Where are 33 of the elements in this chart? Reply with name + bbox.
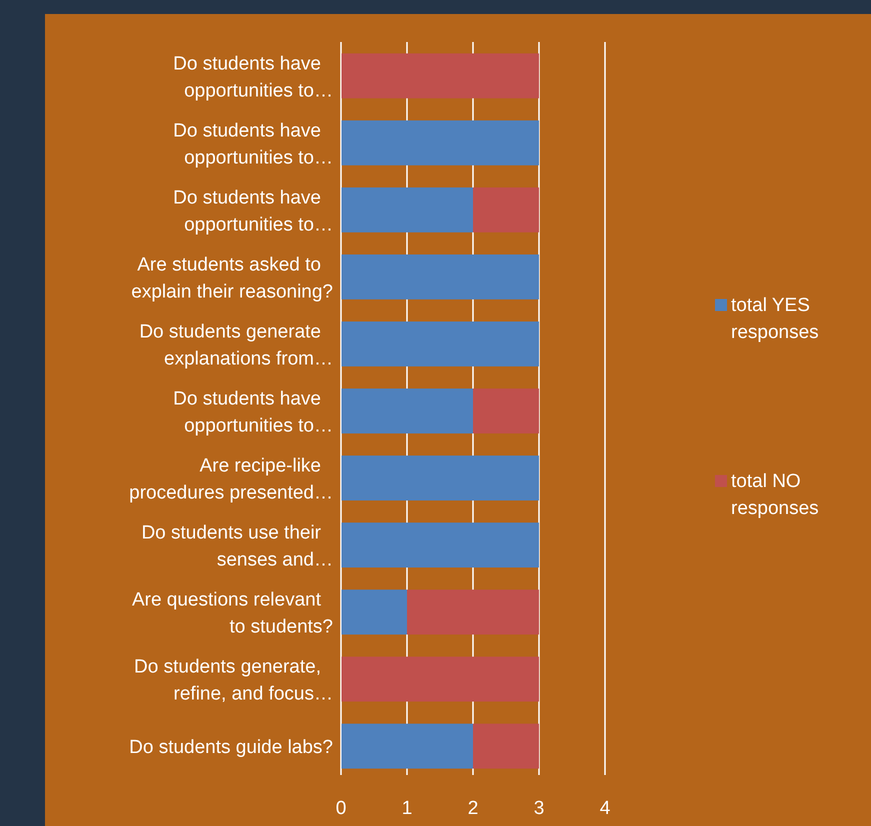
bar	[341, 120, 539, 166]
y-tick-label: Are recipe-like procedures presented…	[129, 456, 333, 504]
y-tick-label: Are students asked to explain their reasoning?	[131, 254, 333, 302]
bar	[341, 53, 539, 98]
bar	[341, 322, 539, 366]
x-tick-label: 0	[336, 798, 346, 819]
legend-label: total NO responses	[731, 471, 819, 519]
bar	[341, 656, 539, 702]
bar	[407, 590, 539, 635]
y-tick-label: Do students have opportunities to…	[173, 53, 333, 102]
x-tick-label: 2	[468, 798, 478, 819]
bar	[341, 724, 473, 769]
bar	[341, 522, 539, 568]
y-tick-label: Do students have opportunities to…	[173, 120, 333, 168]
bar	[341, 456, 539, 500]
legend-label: total YES responses	[731, 295, 819, 343]
y-tick-label: Do students use their senses and…	[141, 522, 333, 571]
x-tick-label: 4	[600, 798, 611, 819]
y-tick-label: Do students generate, refine, and focus…	[134, 656, 333, 705]
x-tick-label: 3	[534, 798, 544, 819]
x-tick-label: 1	[402, 798, 412, 819]
bar	[341, 254, 539, 300]
bar	[473, 724, 539, 769]
bar	[341, 187, 473, 232]
y-tick-label: Do students guide labs?	[129, 737, 333, 758]
y-tick-label: Do students have opportunities to…	[173, 187, 333, 236]
bar	[341, 590, 407, 635]
y-tick-label: Are questions relevant to students?	[132, 590, 333, 638]
bar	[341, 388, 473, 434]
bar	[473, 187, 539, 232]
bar	[473, 388, 539, 434]
y-tick-label: Do students generate explanations from…	[139, 321, 333, 370]
y-tick-label: Do students have opportunities to…	[173, 388, 333, 436]
